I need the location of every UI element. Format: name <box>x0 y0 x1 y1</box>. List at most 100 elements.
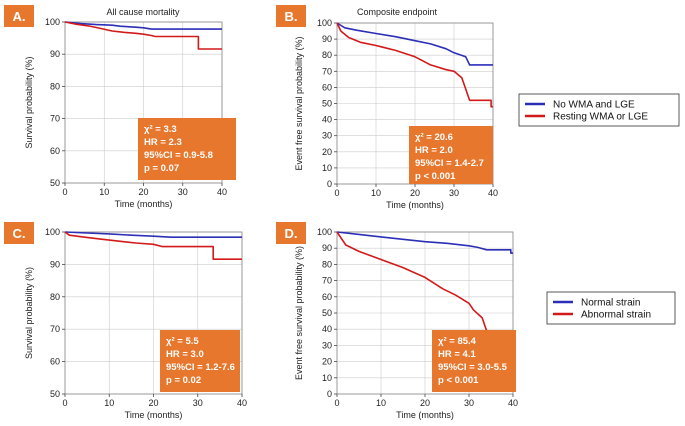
series-line-blue <box>64 231 242 238</box>
x-tick-label: 0 <box>334 398 339 408</box>
y-tick-label: 10 <box>322 373 332 383</box>
legend-label: Resting WMA or LGE <box>553 112 648 123</box>
stats-line: χ² = 85.4 <box>438 336 477 347</box>
stats-line: 95%CI = 3.0-5.5 <box>438 362 508 373</box>
stats-line: p < 0.001 <box>438 375 479 386</box>
x-tick-label: 30 <box>449 188 459 198</box>
x-tick-label: 10 <box>104 398 114 408</box>
stats-line: χ² = 5.5 <box>166 336 199 347</box>
stats-box <box>409 126 493 184</box>
stats-line: 95%CI = 1.4-2.7 <box>415 158 484 169</box>
stats-line: χ² = 20.6 <box>415 132 453 143</box>
legend-label: Abnormal strain <box>581 310 651 321</box>
panel-badge: B. <box>285 9 298 24</box>
series-line-red <box>336 22 493 108</box>
x-tick-label: 30 <box>193 398 203 408</box>
panel-badge-bg <box>276 222 306 244</box>
y-tick-label: 100 <box>317 18 332 28</box>
y-tick-label: 100 <box>45 17 60 27</box>
panel-badge: A. <box>13 9 26 24</box>
y-tick-label: 40 <box>322 324 332 334</box>
y-tick-label: 50 <box>322 99 332 109</box>
x-tick-label: 20 <box>410 188 420 198</box>
x-tick-label: 40 <box>217 187 227 197</box>
x-tick-label: 40 <box>237 398 247 408</box>
x-tick-label: 10 <box>376 398 386 408</box>
x-tick-label: 10 <box>99 187 109 197</box>
series-line-red <box>64 231 242 260</box>
stats-box <box>432 330 516 392</box>
y-tick-label: 80 <box>322 259 332 269</box>
panel-c: C. 0 10 20 30 40 50 60 70 80 90 100 Time (months) Sur… <box>4 222 247 420</box>
stats-line: 95%CI = 1.2-7.6 <box>166 362 235 373</box>
x-tick-label: 0 <box>334 188 339 198</box>
series-line-blue <box>336 231 513 254</box>
y-tick-label: 90 <box>50 49 60 59</box>
y-tick-label: 60 <box>322 82 332 92</box>
stats-line: p = 0.07 <box>144 163 179 174</box>
x-axis-label: Time (months) <box>125 410 183 420</box>
chart-title: All cause mortality <box>106 7 180 17</box>
stats-line: χ² = 3.3 <box>144 124 177 135</box>
x-tick-label: 20 <box>138 187 148 197</box>
series-line-red <box>336 231 513 332</box>
y-tick-label: 70 <box>50 114 60 124</box>
y-tick-label: 100 <box>45 227 60 237</box>
y-tick-label: 100 <box>317 227 332 237</box>
stats-line: HR = 2.0 <box>415 145 453 156</box>
y-tick-label: 60 <box>50 146 60 156</box>
y-axis-label: Event free survival probability (%) <box>294 246 304 380</box>
panel-badge: D. <box>285 226 298 241</box>
stats-line: 95%CI = 0.9-5.8 <box>144 150 213 161</box>
y-tick-label: 30 <box>322 131 332 141</box>
stats-box <box>160 330 240 392</box>
legend-label: Normal strain <box>581 298 640 309</box>
x-tick-label: 10 <box>371 188 381 198</box>
y-axis-label: Survival probability (%) <box>24 267 34 359</box>
x-tick-label: 30 <box>464 398 474 408</box>
x-tick-label: 40 <box>508 398 518 408</box>
stats-line: p < 0.001 <box>415 171 456 182</box>
panel-b: B. Composite endpoint 0 10 20 30 40 0 10 20 30 40 50… <box>276 5 498 210</box>
y-tick-label: 40 <box>322 115 332 125</box>
y-tick-label: 50 <box>50 389 60 399</box>
y-tick-label: 60 <box>50 357 60 367</box>
chart-title: Composite endpoint <box>357 7 438 17</box>
legend-frame <box>546 291 676 325</box>
y-tick-label: 0 <box>327 179 332 189</box>
x-tick-label: 20 <box>420 398 430 408</box>
series-line-blue <box>336 22 493 66</box>
y-tick-label: 80 <box>50 292 60 302</box>
x-tick-label: 0 <box>62 187 67 197</box>
panel-badge-bg <box>4 222 34 244</box>
legend-label: No WMA and LGE <box>553 100 635 111</box>
y-tick-label: 20 <box>322 357 332 367</box>
y-tick-label: 90 <box>322 34 332 44</box>
panel-badge-bg <box>4 5 34 27</box>
y-tick-label: 70 <box>50 324 60 334</box>
x-tick-label: 20 <box>148 398 158 408</box>
x-axis-label: Time (months) <box>396 410 454 420</box>
x-axis-label: Time (months) <box>115 199 173 209</box>
stats-line: HR = 3.0 <box>166 349 204 360</box>
stats-line: p = 0.02 <box>166 375 201 386</box>
x-axis-label: Time (months) <box>386 200 444 210</box>
stats-line: HR = 4.1 <box>438 349 476 360</box>
stats-box <box>138 118 236 180</box>
panel-badge: C. <box>13 226 26 241</box>
y-tick-label: 20 <box>322 147 332 157</box>
y-axis-label: Event free survival probability (%) <box>294 36 304 170</box>
y-tick-label: 10 <box>322 163 332 173</box>
y-tick-label: 90 <box>50 259 60 269</box>
y-tick-label: 80 <box>322 50 332 60</box>
x-tick-label: 40 <box>488 188 498 198</box>
y-tick-label: 30 <box>322 340 332 350</box>
series-line-blue <box>64 21 222 30</box>
stats-line: HR = 2.3 <box>144 137 182 148</box>
x-tick-label: 30 <box>178 187 188 197</box>
y-axis-label: Survival probability (%) <box>24 56 34 148</box>
y-tick-label: 70 <box>322 276 332 286</box>
